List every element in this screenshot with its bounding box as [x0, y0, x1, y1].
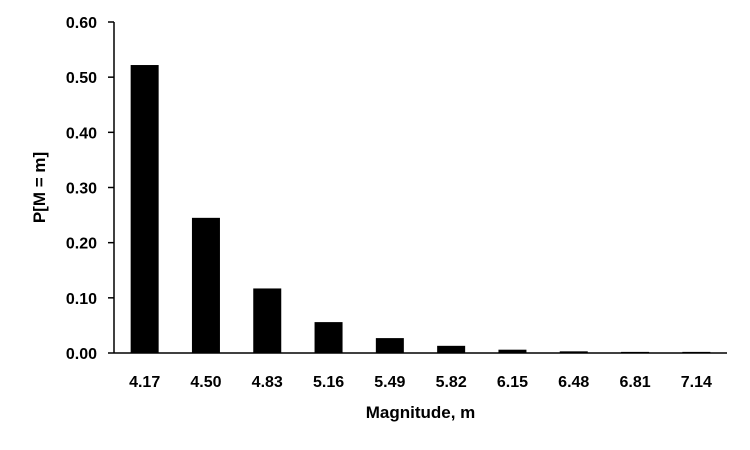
y-axis-title: P[M = m] — [30, 152, 49, 223]
bar-5.82 — [437, 345, 466, 353]
x-axis-title: Magnitude, m — [366, 403, 476, 422]
y-tick-label: 0.30 — [66, 181, 97, 198]
y-tick-label: 0.60 — [66, 15, 97, 32]
x-tick-label: 6.48 — [558, 374, 589, 391]
x-tick-label: 4.83 — [252, 374, 283, 391]
bar-6.15 — [498, 349, 527, 353]
y-tick-label: 0.00 — [66, 346, 97, 363]
y-tick-label: 0.40 — [66, 125, 97, 142]
x-tick-label: 7.14 — [681, 374, 712, 391]
bar-5.49 — [375, 338, 404, 353]
y-axis-ticks: 0.00 0.10 0.20 0.30 0.40 0.50 0.60 — [66, 15, 114, 363]
x-tick-label: 5.49 — [374, 374, 405, 391]
x-tick-label: 6.15 — [497, 374, 528, 391]
bar-4.83 — [253, 288, 282, 353]
y-tick-label: 0.50 — [66, 70, 97, 87]
y-tick-label: 0.20 — [66, 236, 97, 253]
x-tick-label: 5.16 — [313, 374, 344, 391]
bar-5.16 — [314, 322, 343, 353]
bar-6.48 — [559, 351, 588, 353]
bar-4.17 — [130, 65, 159, 353]
x-axis-ticks: 4.17 4.50 4.83 5.16 5.49 5.82 6.15 6.48 6.81 7.14 — [129, 374, 712, 391]
bars — [130, 65, 711, 353]
bar-4.50 — [191, 217, 220, 353]
x-tick-label: 6.81 — [619, 374, 650, 391]
x-tick-label: 5.82 — [436, 374, 467, 391]
x-tick-label: 4.17 — [129, 374, 160, 391]
x-tick-label: 4.50 — [190, 374, 221, 391]
y-tick-label: 0.10 — [66, 291, 97, 308]
